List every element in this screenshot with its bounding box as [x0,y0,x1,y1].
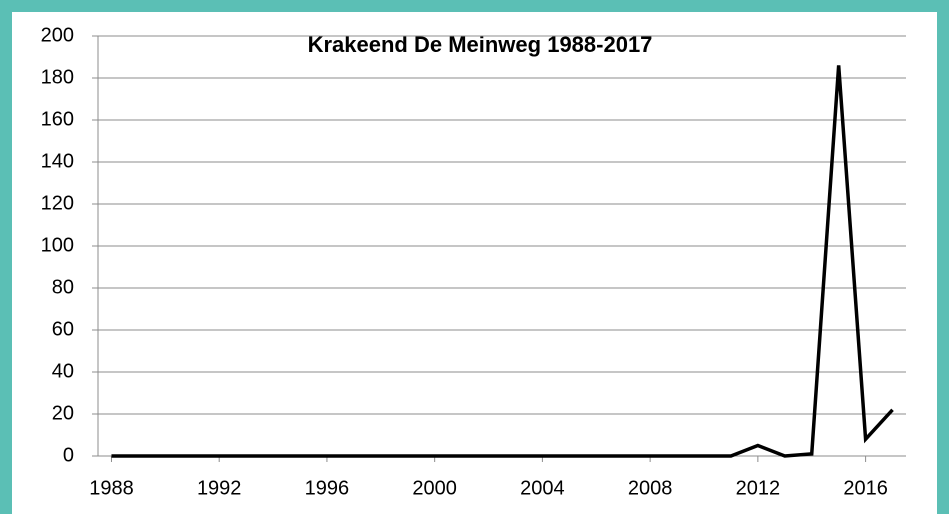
x-tick-label: 1988 [89,477,134,499]
y-tick-label: 120 [41,192,74,214]
y-tick-label: 140 [41,150,74,172]
y-tick-label: 40 [52,360,74,382]
y-tick-label: 20 [52,402,74,424]
x-tick-label: 2012 [736,477,781,499]
y-tick-label: 200 [41,24,74,46]
y-tick-label: 160 [41,108,74,130]
y-tick-label: 180 [41,66,74,88]
x-tick-label: 2004 [520,477,565,499]
x-tick-label: 2016 [843,477,888,499]
y-tick-label: 0 [63,444,74,466]
line-series [111,65,894,458]
x-tick-label: 2008 [628,477,673,499]
y-tick-label: 60 [52,318,74,340]
x-tick-label: 1992 [197,477,242,499]
x-tick-label: 2000 [412,477,457,499]
x-tick-label: 1996 [305,477,350,499]
y-tick-label: 80 [52,276,74,298]
chart-background [12,12,937,514]
y-tick-label: 100 [41,234,74,256]
